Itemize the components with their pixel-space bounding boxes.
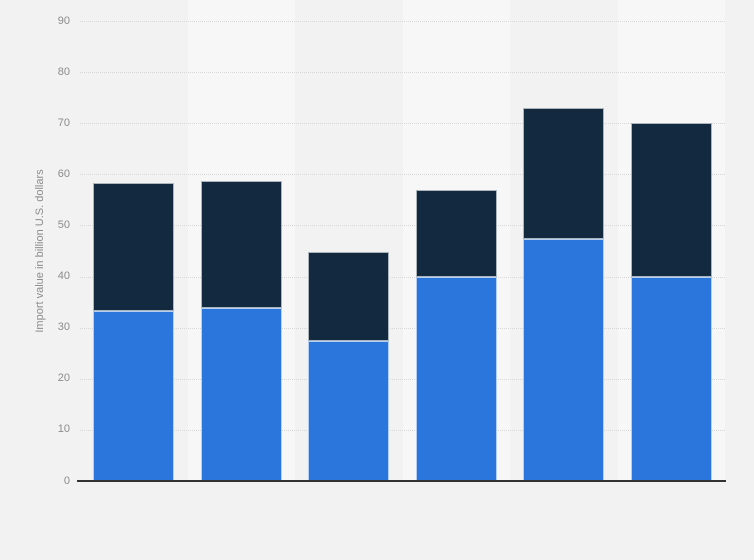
y-tick-label-90: 90: [57, 14, 70, 27]
bar-4-dark-navy-top-segment[interactable]: [415, 190, 497, 277]
gridline-80: [80, 72, 725, 74]
gridline-90: [80, 21, 725, 22]
bar-3-dark-navy-top-segment[interactable]: [308, 252, 390, 341]
gridline-50: [80, 225, 725, 227]
bar-5-dark-navy-top-segment[interactable]: [523, 107, 605, 240]
y-tick-label-50: 50: [57, 218, 70, 231]
gridline-70: [80, 123, 725, 125]
bar-1-blue-bottom-segment[interactable]: [93, 311, 175, 481]
gridline-30: [80, 327, 725, 329]
gridline-60: [80, 174, 725, 176]
y-tick-label-30: 30: [57, 321, 70, 334]
gridline-10: [80, 429, 725, 431]
bar-3-blue-bottom-segment[interactable]: [308, 340, 390, 481]
bar-2-dark-navy-top-segment[interactable]: [200, 181, 282, 308]
bar-2-blue-bottom-segment[interactable]: [200, 307, 282, 481]
y-tick-label-0: 0: [63, 474, 70, 487]
y-axis-title: Import value in billion U.S. dollars: [34, 169, 46, 333]
bar-5-blue-bottom-segment[interactable]: [523, 239, 605, 481]
y-tick-label-80: 80: [57, 65, 70, 78]
gridline-40: [80, 276, 725, 278]
bar-6-blue-bottom-segment[interactable]: [630, 276, 712, 481]
bar-4-blue-bottom-segment[interactable]: [415, 276, 497, 481]
y-tick-label-60: 60: [57, 167, 70, 180]
bar-6-dark-navy-top-segment[interactable]: [630, 123, 712, 277]
y-tick-label-70: 70: [57, 116, 70, 129]
x-axis-line: [77, 480, 726, 482]
y-tick-label-40: 40: [57, 270, 70, 283]
bar-1-dark-navy-top-segment[interactable]: [93, 182, 175, 312]
gridline-20: [80, 378, 725, 380]
y-tick-label-20: 20: [57, 372, 70, 385]
stacked-bar-chart: Import value in billion U.S. dollars 0 10…: [34, 14, 726, 487]
y-tick-label-10: 10: [57, 423, 70, 436]
